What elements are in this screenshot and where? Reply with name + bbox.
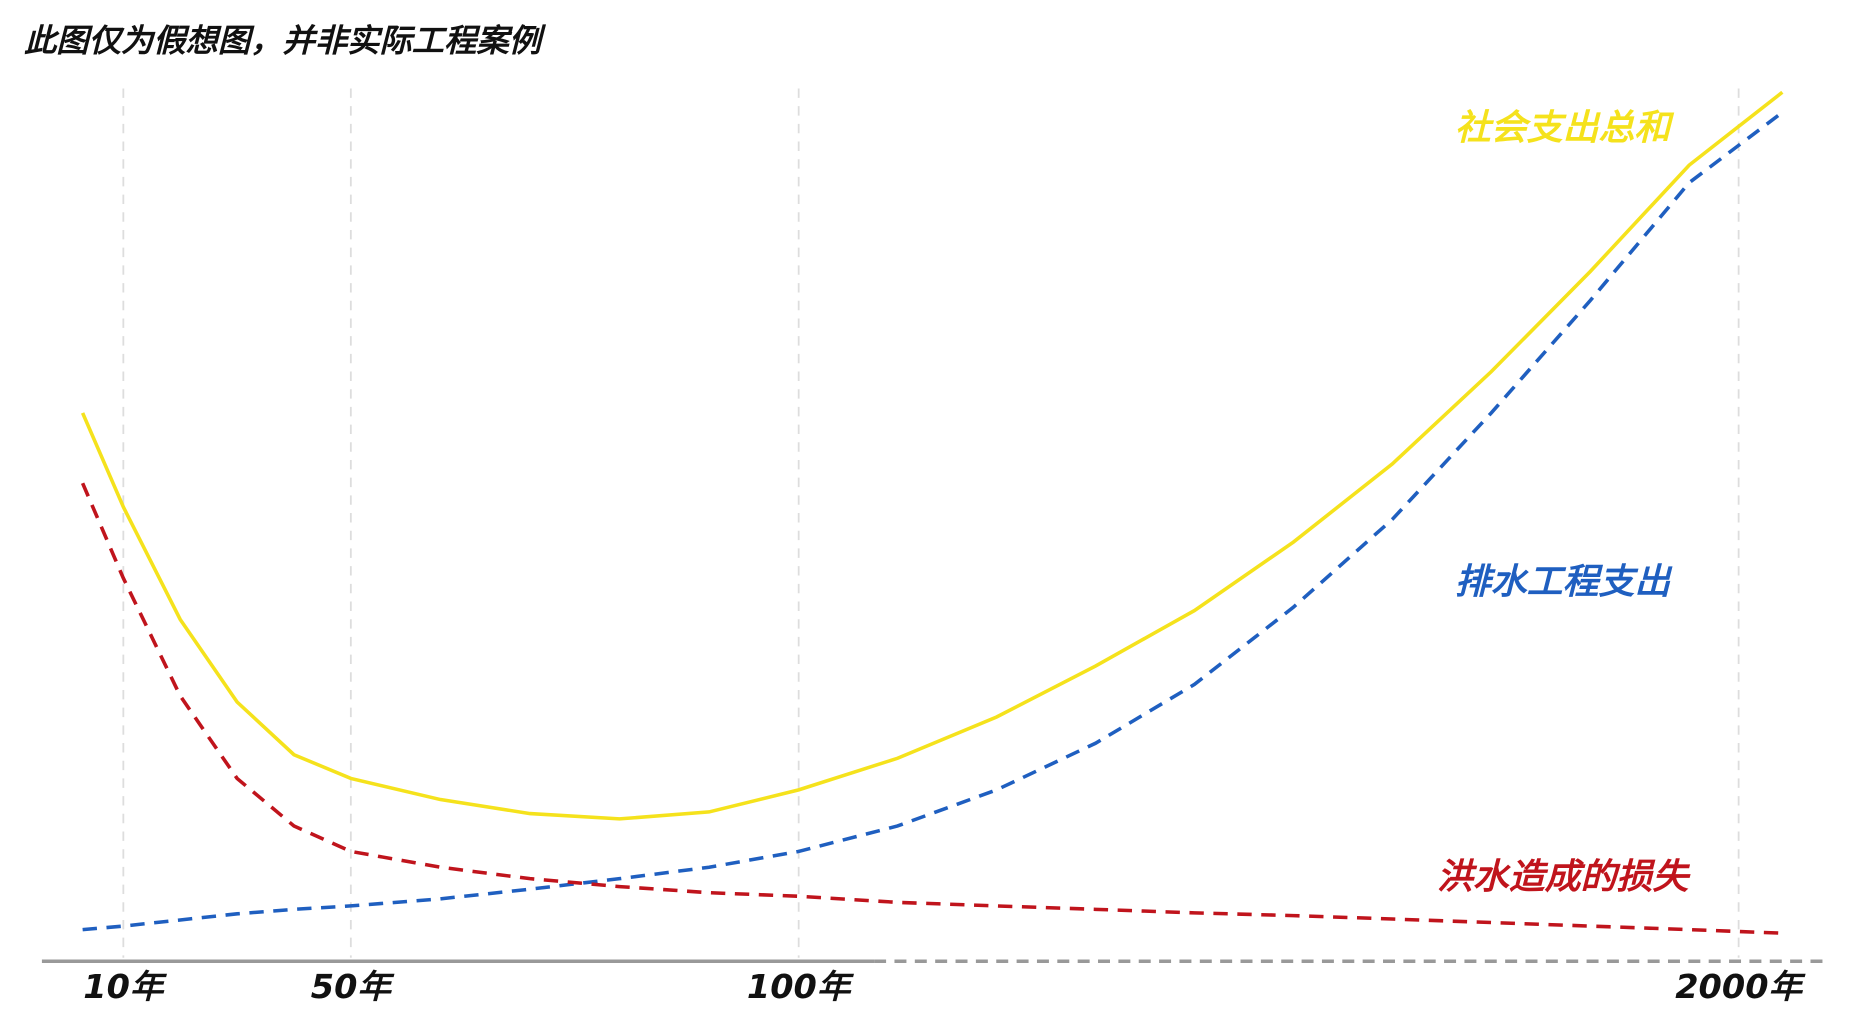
x-tick-label: 100年 [747, 967, 854, 1006]
x-tick-label: 50年 [311, 967, 395, 1006]
series-line [80, 90, 1784, 821]
series-label: 洪水造成的损失 [1437, 857, 1691, 898]
chart-title: 此图仅为假想图，并非实际工程案例 [24, 22, 547, 60]
series-label: 排水工程支出 [1455, 562, 1673, 603]
series-line [82, 110, 1784, 932]
series-line [80, 482, 1783, 935]
x-tick-label: 2000年 [1675, 967, 1806, 1006]
series-label: 社会支出总和 [1455, 108, 1675, 149]
x-tick-label: 10年 [83, 967, 167, 1006]
